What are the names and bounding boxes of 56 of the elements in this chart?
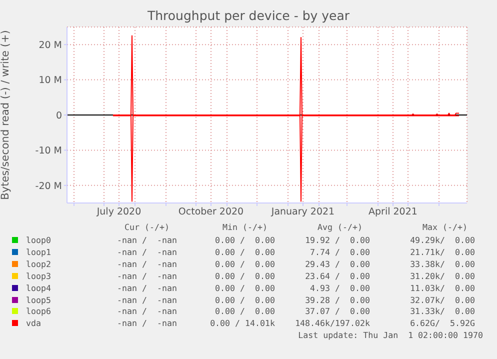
text: 7.74 / 0.00 [310,246,370,257]
text: 32.07k/ 0.00 [410,294,475,304]
text: Max (-/+) [422,222,468,232]
text: 0.00 / 0.00 [215,282,275,293]
text: Last update: Thu Jan 1 02:00:00 1970 [298,330,483,340]
text: 31.33k/ 0.00 [410,306,475,316]
text: 31.20k/ 0.00 [410,270,475,281]
legend-label: loop0 [26,235,51,245]
legend-label: loop1 [26,246,51,257]
y-axis-title: Bytes/second read (-) / write (+) [0,30,12,200]
text: -nan / -nan [117,235,177,245]
text: -nan / -nan [117,282,177,293]
legend-label: loop2 [26,258,51,269]
text: 4.93 / 0.00 [310,282,370,293]
text: -nan / -nan [117,306,177,316]
legend-label: vda [26,318,41,328]
text: Min (-/+) [222,222,268,232]
text: 0.00 / 0.00 [215,306,275,316]
text: 11.03k/ 0.00 [410,282,475,293]
text: 39.28 / 0.00 [305,294,370,304]
y-tick-label: 20 M [38,40,62,51]
x-tick-label: April 2021 [368,206,418,218]
legend-label: loop3 [26,270,51,281]
text: 0.00 / 0.00 [215,246,275,257]
text: -nan / -nan [117,246,177,257]
text: -nan / -nan [117,294,177,304]
text: -nan / -nan [117,270,177,281]
chart-title: Throughput per device - by year [146,8,351,23]
y-tick-label: -20 M [35,180,62,192]
text: 0.00 / 0.00 [215,270,275,281]
text: 49.29k/ 0.00 [410,235,475,245]
text: 0.00 / 0.00 [215,258,275,269]
text: 6.62G/ 5.92G [410,318,475,328]
text: Cur (-/+) [124,222,170,232]
text: 19.92 / 0.00 [305,235,370,245]
text: 29.43 / 0.00 [305,258,370,269]
x-tick-label: October 2020 [178,206,244,218]
text: 0.00 / 0.00 [215,235,275,245]
legend-label: loop5 [26,294,51,304]
text: Avg (-/+) [316,222,364,232]
text: 33.38k/ 0.00 [410,258,475,269]
text: -nan / -nan [117,258,177,269]
y-tick-label: 0 [56,110,62,122]
text: -nan / -nan [117,318,177,328]
text: 0.00 / 14.01k [210,318,275,328]
text: 0.00 / 0.00 [215,294,275,304]
text: 148.46k/197.02k [295,318,370,328]
y-tick-label: 10 M [38,75,62,86]
text: 23.64 / 0.00 [305,270,370,281]
text: 21.71k/ 0.00 [410,246,475,257]
legend-label: loop6 [26,306,51,316]
text: 37.07 / 0.00 [305,306,370,316]
x-tick-label: July 2020 [96,206,142,218]
y-tick-label: -10 M [35,146,62,157]
x-tick-label: January 2021 [270,206,335,218]
legend-label: loop4 [26,282,51,293]
